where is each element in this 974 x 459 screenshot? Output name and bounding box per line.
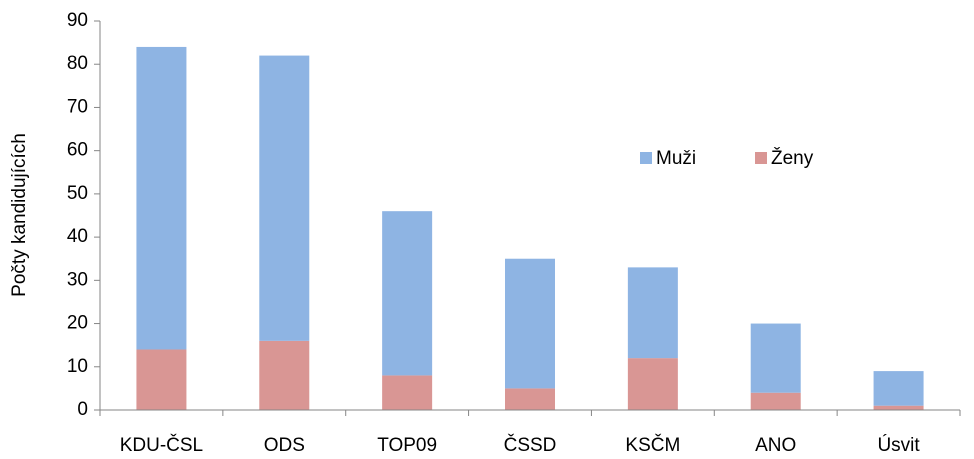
x-tick-label: ČSSD xyxy=(504,434,557,456)
y-tick-label: 80 xyxy=(67,53,88,74)
y-tick-label: 20 xyxy=(67,313,88,334)
bar-segment xyxy=(505,258,555,389)
y-tick-label: 10 xyxy=(67,356,88,377)
bar-segment xyxy=(136,349,187,410)
bar-segment xyxy=(382,375,433,410)
x-tick-label: ODS xyxy=(264,435,305,456)
y-tick-label: 90 xyxy=(67,10,88,31)
bar-segment xyxy=(627,358,678,410)
bar-segment xyxy=(750,392,801,410)
y-axis-label: Počty kandidujících xyxy=(9,133,30,297)
bar-segment xyxy=(136,46,187,350)
legend-label: Ženy xyxy=(771,147,814,169)
x-tick-label: KSČM xyxy=(625,434,680,456)
y-tick-label: 30 xyxy=(67,269,88,290)
x-tick-label: TOP09 xyxy=(377,435,437,456)
bar-segment xyxy=(873,405,924,410)
y-tick-label: 50 xyxy=(67,183,88,204)
bar-segment xyxy=(627,267,678,359)
bar-segment xyxy=(750,323,801,393)
y-tick-label: 60 xyxy=(67,140,88,161)
x-tick-label: KDU-ČSL xyxy=(120,434,203,456)
bar-segment xyxy=(505,388,555,410)
y-tick-label: 40 xyxy=(67,226,88,247)
bar-segment xyxy=(873,371,924,406)
y-tick-label: 0 xyxy=(77,399,88,420)
bar-segment xyxy=(259,55,310,341)
legend-label: Muži xyxy=(656,148,696,169)
legend-swatch xyxy=(755,152,767,164)
y-tick-label: 70 xyxy=(67,96,88,117)
legend-swatch xyxy=(640,152,652,164)
x-tick-label: ANO xyxy=(755,435,796,456)
bar-segment xyxy=(259,340,310,410)
x-tick-label: Úsvit xyxy=(877,434,920,456)
bar-segment xyxy=(382,211,433,376)
